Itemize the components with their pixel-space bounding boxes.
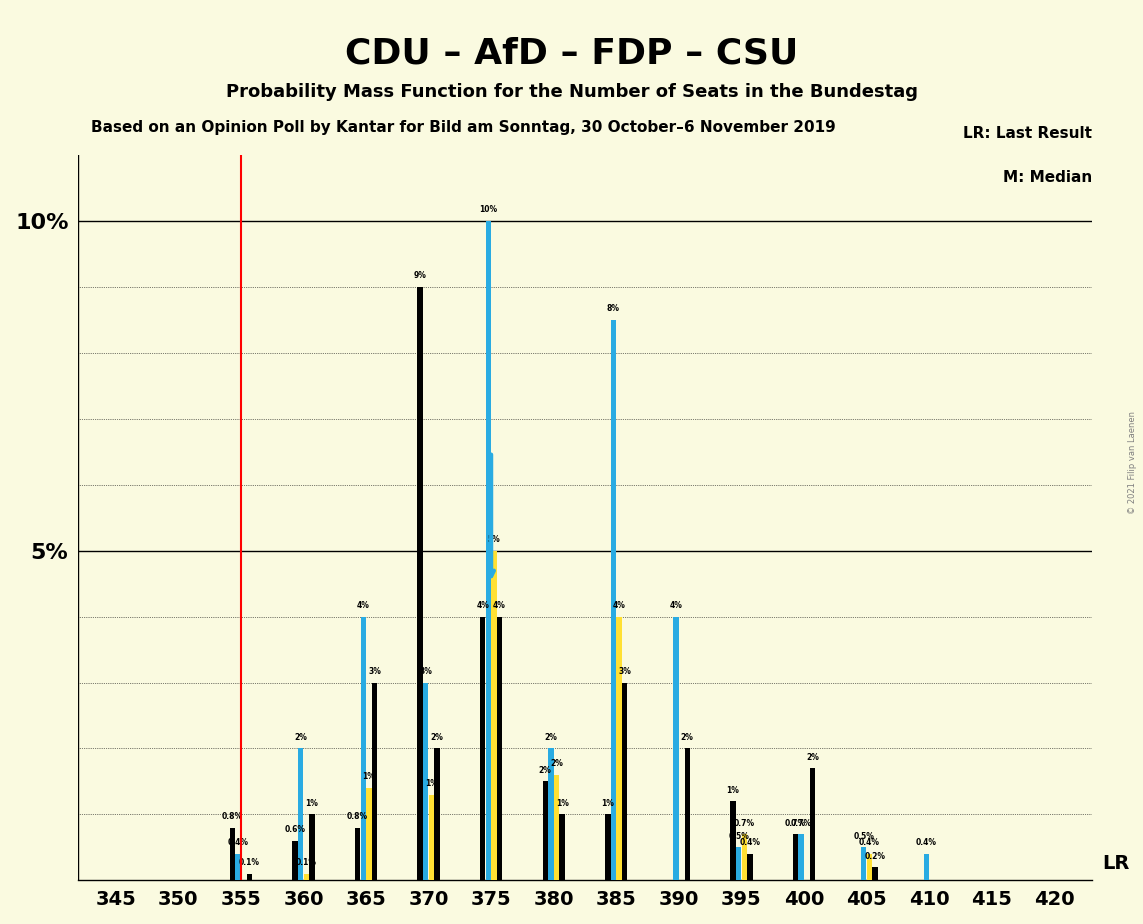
Text: LR: Last Result: LR: Last Result (962, 126, 1092, 140)
Bar (354, 828, 360, 881)
Text: 0.4%: 0.4% (740, 838, 760, 847)
Bar (417, 287, 423, 881)
Bar (685, 748, 690, 881)
Bar (554, 775, 559, 881)
Text: 0.2%: 0.2% (864, 852, 886, 860)
Text: 2%: 2% (550, 760, 563, 768)
Bar (549, 748, 553, 881)
Bar (491, 551, 497, 881)
Text: 0.7%: 0.7% (791, 819, 812, 828)
Text: 2%: 2% (294, 733, 307, 742)
Bar (605, 814, 610, 881)
Bar (673, 616, 679, 881)
Text: 3%: 3% (368, 667, 381, 676)
Bar (366, 788, 371, 881)
Bar (304, 874, 309, 881)
Text: 4%: 4% (670, 601, 682, 610)
Bar (872, 867, 878, 881)
Bar (486, 221, 491, 881)
Bar (543, 782, 547, 881)
Text: 0.8%: 0.8% (222, 812, 243, 821)
Bar (429, 795, 434, 881)
Bar (293, 841, 297, 881)
Text: Probability Mass Function for the Number of Seats in the Bundestag: Probability Mass Function for the Number… (225, 83, 918, 101)
Text: 5%: 5% (488, 535, 501, 544)
Bar (371, 683, 377, 881)
Text: 10%: 10% (479, 205, 497, 214)
Text: 1%: 1% (727, 785, 740, 795)
Bar (730, 801, 736, 881)
Text: 1%: 1% (425, 779, 438, 788)
Bar (809, 768, 815, 881)
Text: © 2021 Filip van Laenen: © 2021 Filip van Laenen (1128, 410, 1137, 514)
Text: 1%: 1% (555, 798, 568, 808)
Bar (742, 834, 746, 881)
Text: 9%: 9% (414, 272, 426, 280)
Text: 2%: 2% (431, 733, 443, 742)
Text: 4%: 4% (477, 601, 489, 610)
Text: 3%: 3% (419, 667, 432, 676)
Text: LR: LR (1102, 854, 1129, 873)
Bar (310, 814, 314, 881)
Text: 0.5%: 0.5% (854, 832, 874, 841)
Bar (616, 616, 622, 881)
Text: 0.1%: 0.1% (296, 858, 317, 867)
Bar (861, 847, 866, 881)
Bar (924, 854, 929, 881)
Bar (866, 854, 872, 881)
Bar (434, 748, 440, 881)
Text: 2%: 2% (544, 733, 558, 742)
Text: 0.4%: 0.4% (227, 838, 248, 847)
Bar (230, 828, 235, 881)
Text: 2%: 2% (681, 733, 694, 742)
Text: 0.8%: 0.8% (347, 812, 368, 821)
Text: 0.7%: 0.7% (734, 819, 754, 828)
Bar (559, 814, 565, 881)
Bar (497, 616, 502, 881)
Text: 0.5%: 0.5% (728, 832, 749, 841)
Bar (360, 616, 366, 881)
Text: 4%: 4% (357, 601, 369, 610)
Bar (610, 320, 616, 881)
Bar (799, 834, 804, 881)
Text: 3%: 3% (618, 667, 631, 676)
Text: 2%: 2% (806, 753, 818, 761)
Text: CDU – AfD – FDP – CSU: CDU – AfD – FDP – CSU (345, 37, 798, 71)
Bar (622, 683, 628, 881)
Text: 0.7%: 0.7% (785, 819, 806, 828)
Bar (235, 854, 241, 881)
Text: 0.4%: 0.4% (858, 838, 880, 847)
Text: Based on an Opinion Poll by Kantar for Bild am Sonntag, 30 October–6 November 20: Based on an Opinion Poll by Kantar for B… (91, 120, 837, 135)
Text: 0.6%: 0.6% (285, 825, 305, 834)
Text: 4%: 4% (613, 601, 625, 610)
Bar (736, 847, 742, 881)
Bar (748, 854, 752, 881)
Text: 0.4%: 0.4% (916, 838, 937, 847)
Bar (247, 874, 253, 881)
Bar (793, 834, 798, 881)
Text: 2%: 2% (538, 766, 552, 775)
Text: M: Median: M: Median (1002, 170, 1092, 185)
Bar (480, 616, 486, 881)
Text: 8%: 8% (607, 304, 620, 313)
Text: 1%: 1% (601, 798, 614, 808)
Bar (423, 683, 429, 881)
Text: 1%: 1% (362, 772, 375, 782)
Text: 4%: 4% (493, 601, 506, 610)
Bar (298, 748, 303, 881)
Text: 1%: 1% (305, 798, 319, 808)
Text: 0.1%: 0.1% (239, 858, 259, 867)
